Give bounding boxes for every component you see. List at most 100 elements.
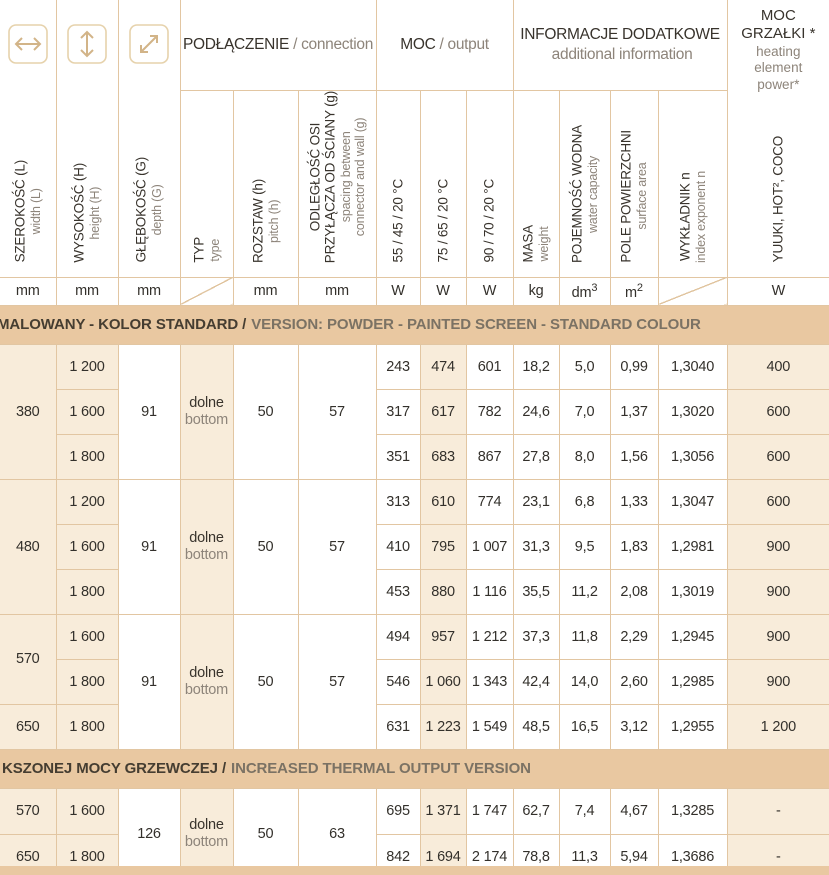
water-capacity-cell: 14,0 (558, 658, 611, 705)
output-55-cell: 546 (375, 658, 421, 705)
output-90-cell: 867 (465, 433, 514, 480)
exponent-cell: 1,2945 (657, 613, 728, 660)
surface-area-cell: 1,83 (609, 523, 659, 570)
water-capacity-cell: 8,0 (558, 433, 611, 480)
surface-area-cell: 0,99 (609, 343, 659, 390)
heater-power-cell: 900 (726, 658, 829, 705)
heater-power-title: MOC GRZAŁKI * heating element power* (741, 7, 816, 92)
water-capacity-cell: 7,4 (558, 787, 611, 835)
weight-cell: 31,3 (512, 523, 560, 570)
water-capacity-cell: 6,8 (558, 478, 611, 525)
output-75-cell: 1 223 (419, 703, 467, 750)
connection-type-cell: dolne bottom (179, 478, 234, 615)
output-75-cell: 795 (419, 523, 467, 570)
output-90-cell: 601 (465, 343, 514, 390)
surface-area-unit: m2 (609, 276, 659, 306)
section-band-increased-output: KSZONEJ MOCY GRZEWCZEJ / INCREASED THERMA… (0, 748, 829, 789)
output-75-unit: W (419, 276, 467, 306)
heater-power-unit: W (726, 276, 829, 306)
output-90-cell: 1 747 (465, 787, 514, 835)
output-55-cell: 313 (375, 478, 421, 525)
additional-info-group-header: INFORMACJE DODATKOWE additional informat… (512, 0, 728, 91)
exponent-cell: 1,2985 (657, 658, 728, 705)
wall-distance-cell: 63 (297, 787, 377, 875)
width-column-label: SZEROKOŚĆ (L) width (L) (12, 160, 44, 263)
table-row: 1 800 453 880 1 116 35,5 11,2 2,08 1,301… (0, 568, 829, 615)
water-capacity-cell: 11,8 (558, 613, 611, 660)
output-55-cell: 351 (375, 433, 421, 480)
table-row: 1 600 317 617 782 24,6 7,0 1,37 1,3020 6… (0, 388, 829, 435)
depth-column-label: GŁĘBOKOŚĆ (G) depth (G) (133, 157, 165, 263)
heater-models-label: YUUKI, HOT², COCO (770, 136, 786, 263)
exponent-cell: 1,2955 (657, 703, 728, 750)
table-row: 480 1 200 91 dolne bottom 50 57 313 610 7… (0, 478, 829, 615)
output-90-cell: 1 212 (465, 613, 514, 660)
width-cell: 650 (0, 703, 57, 750)
connection-group-header: PODŁĄCZENIE / connection (179, 0, 377, 91)
output-55-unit: W (375, 276, 421, 306)
weight-cell: 62,7 (512, 787, 560, 835)
exponent-unit-empty (657, 276, 728, 306)
output-75-cell: 880 (419, 568, 467, 615)
output-90-cell: 782 (465, 388, 514, 435)
heater-power-cell: 600 (726, 388, 829, 435)
water-capacity-cell: 7,0 (558, 388, 611, 435)
surface-area-cell: 2,29 (609, 613, 659, 660)
output-90-cell: 1 343 (465, 658, 514, 705)
connection-type-cell: dolne bottom (179, 613, 234, 750)
depth-cell: 126 (117, 787, 181, 875)
output-90-cell: 1 116 (465, 568, 514, 615)
exponent-cell: 1,2981 (657, 523, 728, 570)
weight-cell: 48,5 (512, 703, 560, 750)
height-cell: 1 800 (55, 658, 119, 705)
water-capacity-unit: dm3 (558, 276, 611, 306)
depth-cell: 91 (117, 478, 181, 615)
exponent-cell: 1,3020 (657, 388, 728, 435)
height-cell: 1 600 (55, 787, 119, 835)
pitch-cell: 50 (232, 613, 299, 750)
water-capacity-cell: 11,2 (558, 568, 611, 615)
pitch-cell: 50 (232, 343, 299, 480)
output-group-header: MOC / output (375, 0, 514, 91)
width-cell: 380 (0, 343, 57, 480)
surface-area-column-header: POLE POWIERZCHNI surface area (609, 89, 659, 278)
height-cell: 1 600 (55, 388, 119, 435)
heater-power-cell: - (726, 787, 829, 835)
output-75-cell: 957 (419, 613, 467, 660)
weight-cell: 24,6 (512, 388, 560, 435)
water-capacity-column-header: POJEMNOŚĆ WODNA water capacity (558, 89, 611, 278)
output-55-cell: 317 (375, 388, 421, 435)
section-band-standard: MALOWANY - KOLOR STANDARD / VERSION: POWD… (0, 304, 829, 345)
table-row: 650 1 800 631 1 223 1 549 48,5 16,5 3,12… (0, 703, 829, 750)
connection-type-cell: dolne bottom (179, 343, 234, 480)
output-55-cell: 631 (375, 703, 421, 750)
wall-distance-cell: 57 (297, 478, 377, 615)
surface-area-cell: 2,08 (609, 568, 659, 615)
pitch-cell: 50 (232, 787, 299, 875)
weight-unit: kg (512, 276, 560, 306)
surface-area-cell: 1,33 (609, 478, 659, 525)
exponent-cell: 1,3047 (657, 478, 728, 525)
surface-area-cell: 3,12 (609, 703, 659, 750)
output-75-cell: 1 371 (419, 787, 467, 835)
height-cell: 1 800 (55, 703, 119, 750)
surface-area-cell: 1,37 (609, 388, 659, 435)
surface-area-cell: 1,56 (609, 433, 659, 480)
height-cell: 1 200 (55, 343, 119, 390)
width-cell: 570 (0, 787, 57, 835)
output-90-column-header: 90 / 70 / 20 °C (465, 89, 514, 278)
height-cell: 1 600 (55, 523, 119, 570)
depth-cell: 91 (117, 613, 181, 750)
type-unit-empty (179, 276, 234, 306)
heater-power-cell: 600 (726, 478, 829, 525)
weight-cell: 27,8 (512, 433, 560, 480)
output-55-column-header: 55 / 45 / 20 °C (375, 89, 421, 278)
exponent-cell: 1,3056 (657, 433, 728, 480)
output-90-cell: 1 549 (465, 703, 514, 750)
weight-cell: 18,2 (512, 343, 560, 390)
table-row: 380 1 200 91 dolne bottom 50 57 243 474 6… (0, 343, 829, 480)
width-cell: 480 (0, 478, 57, 615)
weight-cell: 23,1 (512, 478, 560, 525)
heater-power-cell: 900 (726, 568, 829, 615)
